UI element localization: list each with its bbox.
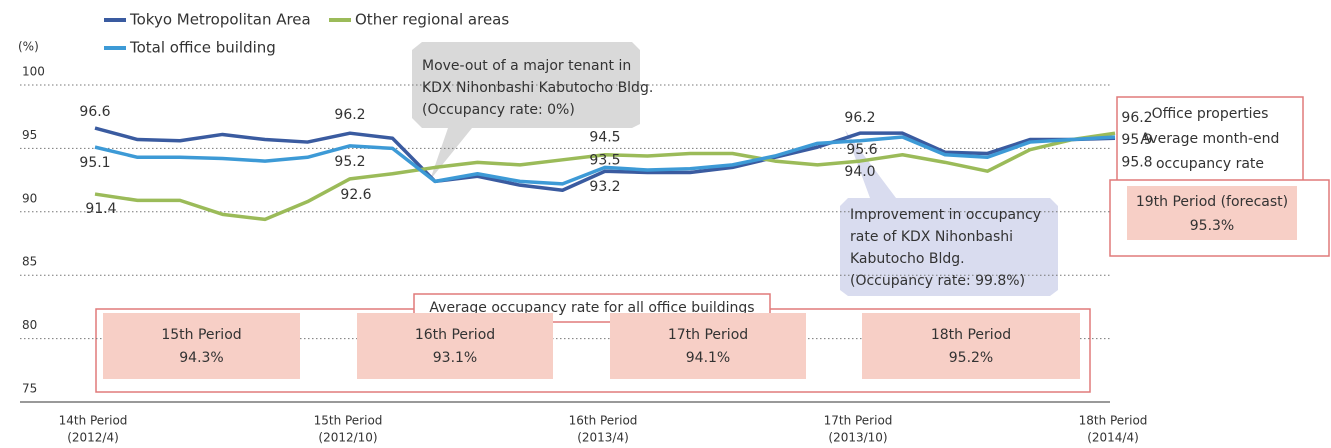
average-rate: 94.3% — [179, 350, 223, 366]
value-label: 95.6 — [846, 142, 877, 158]
value-label: 93.5 — [589, 152, 620, 168]
y-tick-label: 75 — [22, 382, 37, 396]
x-tick-label: (2014/4) — [1087, 431, 1139, 445]
value-label: 95.8 — [1121, 154, 1152, 170]
legend-label: Total office building — [129, 39, 276, 57]
forecast-title: Average month-end — [1141, 131, 1280, 147]
y-unit: (%) — [18, 40, 39, 54]
average-rate: 95.2% — [949, 350, 993, 366]
averages-title: Average occupancy rate for all office bu… — [429, 300, 754, 316]
y-tick-label: 85 — [22, 255, 37, 269]
x-period-label: 18th Period — [1079, 414, 1148, 428]
series-line — [94, 135, 1116, 186]
value-label: 95.2 — [334, 154, 365, 170]
value-label: 96.2 — [334, 107, 365, 123]
value-label: 92.6 — [340, 187, 371, 203]
callout-text: Move-out of a major tenant in — [422, 58, 631, 74]
value-label: 94.0 — [844, 164, 875, 180]
y-tick-label: 95 — [22, 128, 37, 142]
x-period-label: 16th Period — [569, 414, 638, 428]
forecast-title: occupancy rate — [1156, 156, 1264, 172]
x-tick-label: (2013/10) — [828, 431, 887, 445]
average-box — [103, 313, 300, 379]
callout-text: KDX Nihonbashi Kabutocho Bldg. — [422, 80, 653, 96]
x-tick-label: (2012/4) — [67, 431, 119, 445]
average-name: 16th Period — [415, 327, 495, 343]
x-period-label: 14th Period — [59, 414, 128, 428]
callout-bubble — [840, 130, 1058, 296]
y-tick-label: 90 — [22, 191, 37, 205]
average-box — [357, 313, 553, 379]
forecast-name: 19th Period (forecast) — [1136, 194, 1288, 210]
series-line — [94, 126, 1116, 192]
value-label: 91.4 — [85, 201, 116, 217]
callout-text: Kabutocho Bldg. — [850, 251, 965, 267]
forecast-rate: 95.3% — [1190, 218, 1234, 234]
forecast-frame — [1116, 96, 1304, 186]
value-label: 94.5 — [589, 130, 620, 146]
value-label: 95.1 — [79, 155, 110, 171]
x-tick-label: (2012/10) — [318, 431, 377, 445]
average-name: 18th Period — [931, 327, 1011, 343]
callout-text: (Occupancy rate: 99.8%) — [850, 273, 1025, 289]
value-label: 96.6 — [79, 104, 110, 120]
average-rate: 93.1% — [433, 350, 477, 366]
y-tick-label: 80 — [22, 318, 37, 332]
value-label: 96.2 — [1121, 110, 1152, 126]
x-period-label: 17th Period — [824, 414, 893, 428]
legend-label: Other regional areas — [355, 11, 509, 29]
callout-text: Improvement in occupancy — [850, 207, 1041, 223]
y-tick-label: 100 — [22, 65, 45, 79]
value-label: 95.9 — [1121, 132, 1152, 148]
average-rate: 94.1% — [686, 350, 730, 366]
value-label: 93.2 — [589, 179, 620, 195]
legend-label: Tokyo Metropolitan Area — [129, 11, 311, 29]
average-box — [610, 313, 806, 379]
x-period-label: 15th Period — [314, 414, 383, 428]
average-name: 15th Period — [161, 327, 241, 343]
callout-text: (Occupancy rate: 0%) — [422, 102, 575, 118]
forecast-title: Office properties — [1152, 106, 1269, 122]
average-name: 17th Period — [668, 327, 748, 343]
forecast-box — [1127, 186, 1297, 240]
callout-text: rate of KDX Nihonbashi — [850, 229, 1013, 245]
x-tick-label: (2013/4) — [577, 431, 629, 445]
callout-bubble — [412, 42, 640, 180]
value-label: 96.2 — [844, 110, 875, 126]
average-box — [862, 313, 1080, 379]
series-line — [94, 131, 1116, 222]
